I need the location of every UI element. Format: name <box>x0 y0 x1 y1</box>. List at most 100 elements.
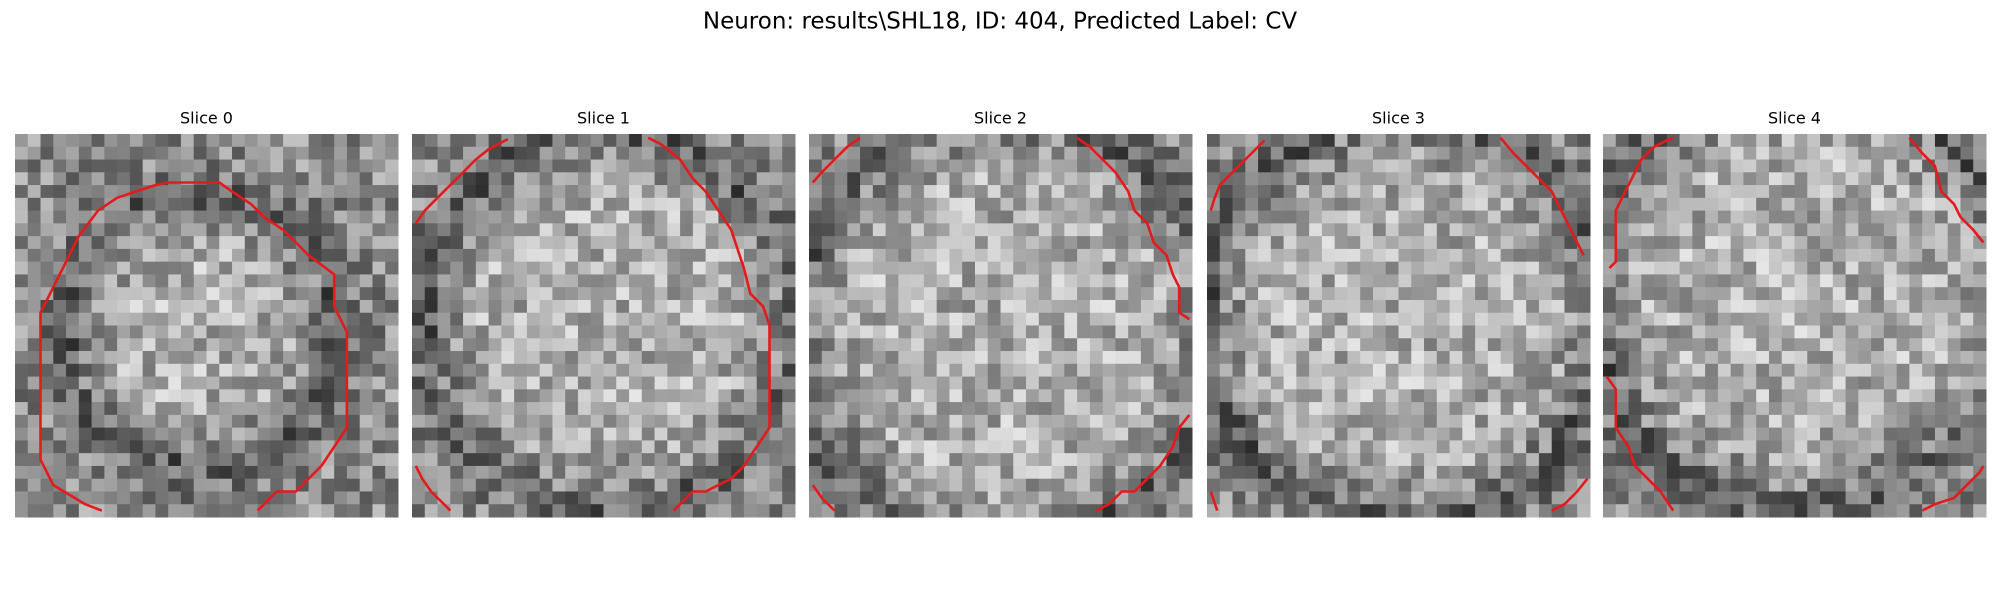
pixel <box>603 491 617 505</box>
pixel <box>1309 236 1323 250</box>
pixel <box>1794 478 1808 492</box>
pixel <box>1768 440 1783 454</box>
pixel <box>1232 172 1246 186</box>
pixel <box>743 427 758 441</box>
pixel <box>1166 172 1180 186</box>
pixel <box>334 299 348 314</box>
pixel <box>180 261 195 275</box>
pixel <box>577 351 592 365</box>
pixel <box>463 261 477 275</box>
pixel <box>1500 325 1514 339</box>
pixel <box>1666 376 1681 390</box>
pixel <box>1372 402 1387 416</box>
pixel <box>1347 453 1361 467</box>
pixel <box>1909 248 1923 263</box>
pixel <box>437 389 451 403</box>
pixel <box>1705 465 1719 480</box>
pixel <box>514 287 528 301</box>
pixel <box>1334 504 1348 518</box>
pixel <box>809 363 823 378</box>
pixel <box>1973 376 1987 390</box>
pixel <box>15 248 29 263</box>
pixel <box>1500 363 1514 378</box>
pixel <box>91 465 105 480</box>
pixel <box>949 236 963 250</box>
pixel <box>1385 325 1399 339</box>
pixel <box>53 338 67 352</box>
pixel <box>539 427 553 441</box>
pixel <box>1309 312 1323 326</box>
pixel <box>232 287 246 301</box>
pixel <box>1347 299 1361 314</box>
pixel <box>974 172 989 186</box>
pixel <box>936 223 950 237</box>
pixel <box>488 427 502 441</box>
pixel <box>1372 312 1387 326</box>
pixel <box>1922 376 1936 390</box>
pixel <box>1858 465 1872 480</box>
pixel <box>1296 325 1310 339</box>
pixel <box>769 427 783 441</box>
pixel <box>847 376 861 390</box>
pixel <box>1102 440 1116 454</box>
pixel <box>1564 414 1578 429</box>
pixel <box>129 236 144 250</box>
pixel <box>450 427 464 441</box>
pixel <box>629 325 643 339</box>
pixel <box>1398 440 1412 454</box>
pixel <box>1360 287 1374 301</box>
pixel <box>1436 440 1451 454</box>
pixel <box>1026 351 1040 365</box>
pixel <box>1270 453 1285 467</box>
pixel <box>117 223 131 237</box>
pixel <box>565 146 579 161</box>
pixel <box>1026 261 1040 275</box>
pixel <box>847 299 861 314</box>
pixel <box>193 465 207 480</box>
pixel <box>1207 351 1221 365</box>
pixel <box>1717 504 1732 518</box>
pixel <box>756 338 770 352</box>
pixel <box>782 389 796 403</box>
pixel <box>1641 159 1655 173</box>
pixel <box>526 274 541 288</box>
pixel <box>1270 338 1285 352</box>
pixel <box>1475 338 1489 352</box>
pixel <box>129 504 144 518</box>
pixel <box>1449 159 1463 173</box>
pixel <box>590 185 604 199</box>
pixel <box>782 134 796 148</box>
pixel <box>1385 134 1399 148</box>
pixel <box>1717 363 1732 378</box>
pixel <box>987 223 1001 237</box>
pixel <box>1832 210 1847 224</box>
pixel <box>346 134 361 148</box>
pixel <box>1858 338 1872 352</box>
pixel <box>1922 223 1936 237</box>
pixel <box>450 491 464 505</box>
pixel <box>769 465 783 480</box>
pixel <box>1398 376 1412 390</box>
pixel <box>885 172 899 186</box>
pixel <box>1128 338 1142 352</box>
pixel <box>1166 197 1180 212</box>
pixel <box>321 389 335 403</box>
pixel <box>1934 197 1949 212</box>
pixel <box>1909 172 1923 186</box>
pixel <box>66 440 80 454</box>
pixel <box>1411 465 1425 480</box>
pixel <box>104 465 118 480</box>
pixel <box>155 236 169 250</box>
pixel <box>1038 236 1053 250</box>
pixel <box>180 223 195 237</box>
pixel <box>1832 338 1847 352</box>
pixel <box>667 440 681 454</box>
pixel <box>155 427 169 441</box>
pixel <box>654 159 668 173</box>
pixel <box>1526 325 1540 339</box>
pixel <box>1321 338 1336 352</box>
pixel <box>1051 351 1065 365</box>
pixel <box>463 504 477 518</box>
pixel <box>616 427 630 441</box>
pixel <box>1258 312 1272 326</box>
